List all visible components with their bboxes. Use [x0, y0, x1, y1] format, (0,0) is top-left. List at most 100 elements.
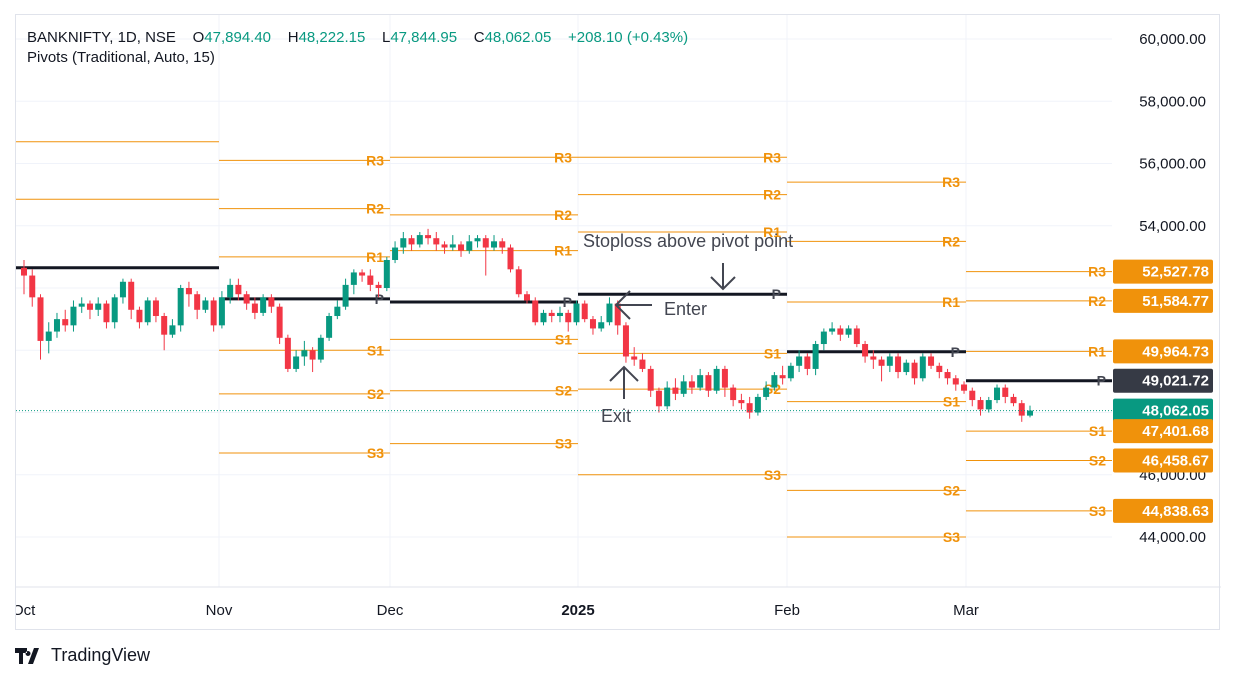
- candle-body[interactable]: [556, 312, 563, 317]
- candle-body[interactable]: [631, 356, 638, 360]
- candle-body[interactable]: [688, 381, 695, 388]
- candle-body[interactable]: [779, 375, 786, 379]
- candle-body[interactable]: [977, 400, 984, 410]
- candle-body[interactable]: [606, 303, 613, 323]
- candle-body[interactable]: [524, 294, 530, 301]
- candle-body[interactable]: [1018, 403, 1025, 416]
- candle-body[interactable]: [672, 387, 679, 394]
- candle-body[interactable]: [95, 303, 102, 310]
- candle-body[interactable]: [474, 238, 481, 242]
- annotation-stoploss[interactable]: Stoploss above pivot point: [583, 231, 793, 251]
- candle-body[interactable]: [705, 375, 712, 391]
- candle-body[interactable]: [317, 337, 324, 360]
- chart-canvas[interactable]: R3 R2 R1 P S1 S2 S3 R3 R2 R1 P S1 S2 S3 R3 R2 R1 P S1 S2 S3 R…: [16, 15, 1221, 631]
- candle-body[interactable]: [227, 284, 234, 298]
- candle-body[interactable]: [359, 272, 366, 276]
- candle-body[interactable]: [845, 328, 852, 335]
- candle-body[interactable]: [664, 387, 671, 407]
- price-tag-s2[interactable]: [1113, 448, 1213, 473]
- candle-body[interactable]: [235, 284, 242, 295]
- candle-body[interactable]: [573, 303, 580, 323]
- candle-body[interactable]: [309, 350, 316, 360]
- candle-body[interactable]: [812, 344, 819, 369]
- candle-body[interactable]: [433, 238, 440, 245]
- price-tag-s3[interactable]: [1113, 498, 1213, 523]
- candle-body[interactable]: [251, 303, 258, 313]
- candle-body[interactable]: [425, 235, 432, 239]
- candle-body[interactable]: [870, 356, 877, 360]
- candle-body[interactable]: [738, 400, 745, 404]
- candle-body[interactable]: [1002, 387, 1009, 397]
- candle-body[interactable]: [713, 368, 720, 391]
- candle-body[interactable]: [70, 306, 77, 326]
- candle-body[interactable]: [771, 375, 778, 388]
- candle-body[interactable]: [614, 303, 621, 326]
- candle-body[interactable]: [243, 294, 250, 304]
- candle-body[interactable]: [837, 328, 844, 335]
- candle-body[interactable]: [111, 297, 118, 323]
- candle-body[interactable]: [449, 244, 456, 248]
- candle-body[interactable]: [383, 259, 390, 288]
- candle-body[interactable]: [507, 247, 514, 270]
- candle-body[interactable]: [441, 244, 448, 248]
- candle-body[interactable]: [210, 300, 217, 326]
- candle-body[interactable]: [763, 387, 770, 397]
- candle-body[interactable]: [994, 387, 1001, 401]
- candle-body[interactable]: [903, 362, 910, 373]
- candle-body[interactable]: [161, 316, 168, 335]
- candle-body[interactable]: [1010, 396, 1017, 404]
- candle-body[interactable]: [350, 272, 357, 285]
- candle-body[interactable]: [284, 337, 291, 369]
- legend-symbol[interactable]: BANKNIFTY, 1D, NSE: [27, 29, 176, 46]
- candle-body[interactable]: [985, 400, 992, 410]
- candle-body[interactable]: [62, 319, 69, 326]
- candle-body[interactable]: [392, 247, 399, 260]
- candle-body[interactable]: [408, 238, 415, 245]
- price-tag-r3[interactable]: [1113, 259, 1213, 284]
- price-tag-s1[interactable]: [1113, 419, 1213, 444]
- price-tag-r1[interactable]: [1113, 339, 1213, 364]
- candle-body[interactable]: [969, 390, 976, 401]
- candle-body[interactable]: [754, 396, 761, 413]
- candle-body[interactable]: [589, 319, 596, 329]
- candle-body[interactable]: [598, 322, 605, 329]
- candle-body[interactable]: [119, 281, 126, 298]
- candle-body[interactable]: [878, 359, 885, 366]
- candle-body[interactable]: [639, 359, 646, 369]
- candle-body[interactable]: [581, 303, 588, 320]
- candle-body[interactable]: [400, 238, 407, 248]
- candle-body[interactable]: [169, 325, 176, 335]
- candle-body[interactable]: [787, 365, 794, 379]
- candle-body[interactable]: [548, 312, 555, 317]
- candle-body[interactable]: [375, 284, 382, 288]
- candle-body[interactable]: [301, 350, 308, 357]
- candle-body[interactable]: [491, 241, 498, 248]
- candle-body[interactable]: [697, 375, 704, 388]
- candle-body[interactable]: [29, 275, 36, 298]
- candle-body[interactable]: [177, 288, 184, 326]
- candle-body[interactable]: [829, 328, 836, 332]
- candle-body[interactable]: [952, 378, 959, 385]
- candle-body[interactable]: [886, 356, 893, 366]
- candle-body[interactable]: [919, 356, 926, 379]
- candle-body[interactable]: [152, 300, 159, 317]
- price-tag-p[interactable]: [1113, 368, 1213, 393]
- candle-body[interactable]: [804, 356, 811, 369]
- candle-body[interactable]: [268, 297, 275, 307]
- annotation-exit[interactable]: Exit: [601, 406, 631, 426]
- candle-body[interactable]: [532, 300, 539, 323]
- candle-body[interactable]: [260, 297, 267, 313]
- candle-body[interactable]: [342, 284, 349, 307]
- candle-body[interactable]: [680, 381, 687, 394]
- candle-body[interactable]: [499, 241, 506, 248]
- candle-body[interactable]: [862, 344, 869, 357]
- candle-body[interactable]: [721, 368, 728, 388]
- candle-body[interactable]: [482, 238, 489, 248]
- legend-indicator[interactable]: Pivots (Traditional, Auto, 15): [27, 49, 215, 66]
- candle-body[interactable]: [103, 303, 110, 323]
- candle-body[interactable]: [458, 244, 465, 251]
- candle-body[interactable]: [895, 356, 902, 373]
- candle-body[interactable]: [796, 356, 803, 366]
- candle-body[interactable]: [218, 297, 225, 326]
- candle-body[interactable]: [961, 384, 968, 391]
